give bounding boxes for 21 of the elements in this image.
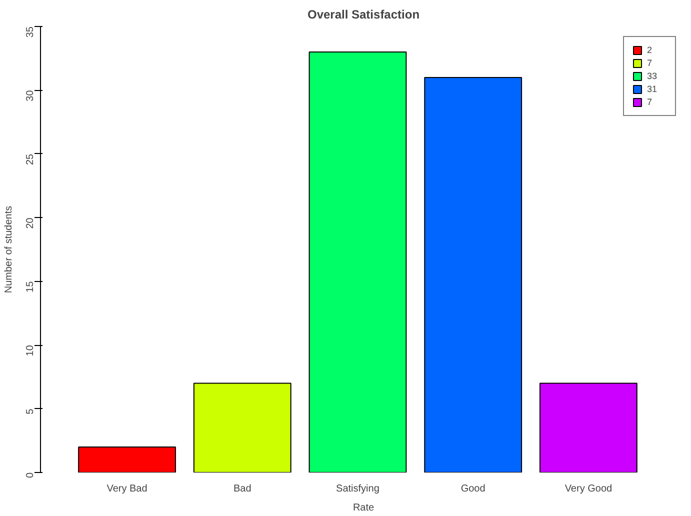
y-tick-label: 15 [25,280,36,292]
x-axis-title: Rate [352,502,374,514]
x-tick-label: Satisfying [336,484,380,494]
legend-label: 31 [647,84,658,94]
y-tick-label: 0 [25,472,36,478]
chart-title: Overall Satisfaction [307,8,420,22]
y-tick-label: 30 [25,90,36,102]
y-tick-label: 5 [25,408,36,414]
x-tick-label: Very Good [564,484,612,494]
legend-label: 33 [647,71,658,81]
legend-label: 7 [647,58,654,68]
x-tick-label: Very Bad [106,484,148,494]
x-tick-label: Good [460,484,486,494]
x-tick-label: Bad [233,484,252,494]
y-axis-title: Number of students [4,206,14,294]
legend-label: 2 [647,45,654,55]
y-tick-label: 35 [25,26,36,38]
y-tick-label: 25 [25,153,36,166]
legend-label: 7 [647,97,654,107]
y-tick-label: 20 [25,217,36,229]
y-tick-label: 10 [25,344,36,356]
